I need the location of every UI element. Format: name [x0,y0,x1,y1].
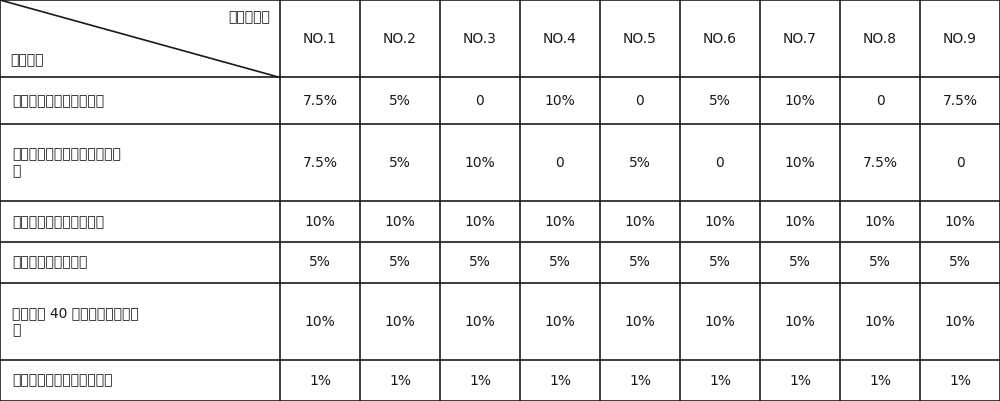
Text: 1%: 1% [469,374,491,388]
Text: 10%: 10% [465,215,495,229]
Text: 1%: 1% [549,374,571,388]
Text: 1%: 1% [869,374,891,388]
Text: 1%: 1% [309,374,331,388]
Text: 右旋糖酐 40 氯化钠溶液体积分
数: 右旋糖酐 40 氯化钠溶液体积分 数 [12,306,139,337]
Text: 0: 0 [556,156,564,170]
Text: 10%: 10% [545,314,575,328]
Text: 10%: 10% [305,215,335,229]
Text: NO.9: NO.9 [943,32,977,46]
Text: 7.5%: 7.5% [943,94,978,108]
Text: 10%: 10% [625,215,655,229]
Text: 1%: 1% [949,374,971,388]
Text: 0: 0 [716,156,724,170]
Text: 人血白蛋白溶液体积分数: 人血白蛋白溶液体积分数 [12,215,104,229]
Text: 10%: 10% [785,215,815,229]
Text: 10%: 10% [385,314,415,328]
Text: 0: 0 [876,94,884,108]
Text: 5%: 5% [629,156,651,170]
Text: 10%: 10% [545,215,575,229]
Text: 10%: 10% [385,215,415,229]
Text: NO.1: NO.1 [303,32,337,46]
Text: 10%: 10% [705,215,735,229]
Text: 冻存液编号: 冻存液编号 [228,10,270,24]
Text: 10%: 10% [785,94,815,108]
Text: 5%: 5% [389,255,411,269]
Text: 1%: 1% [709,374,731,388]
Text: 5%: 5% [709,255,731,269]
Text: 10%: 10% [465,156,495,170]
Text: 非必须氨基酸溶液体积分数: 非必须氨基酸溶液体积分数 [12,374,112,388]
Text: 5%: 5% [869,255,891,269]
Text: 0: 0 [476,94,484,108]
Text: 1%: 1% [389,374,411,388]
Text: NO.7: NO.7 [783,32,817,46]
Text: 1%: 1% [789,374,811,388]
Text: 10%: 10% [865,215,895,229]
Text: 5%: 5% [789,255,811,269]
Text: 7.5%: 7.5% [302,156,338,170]
Text: 10%: 10% [945,314,975,328]
Text: 5%: 5% [309,255,331,269]
Text: 10%: 10% [705,314,735,328]
Text: 0: 0 [956,156,964,170]
Text: 5%: 5% [949,255,971,269]
Text: 5%: 5% [549,255,571,269]
Text: 5%: 5% [389,156,411,170]
Text: 10%: 10% [945,215,975,229]
Text: 7.5%: 7.5% [863,156,898,170]
Text: NO.4: NO.4 [543,32,577,46]
Text: 1%: 1% [629,374,651,388]
Text: NO.5: NO.5 [623,32,657,46]
Text: 10%: 10% [305,314,335,328]
Text: 10%: 10% [465,314,495,328]
Text: 溶液组成: 溶液组成 [10,53,44,67]
Text: NO.3: NO.3 [463,32,497,46]
Text: 7.5%: 7.5% [302,94,338,108]
Text: 10%: 10% [865,314,895,328]
Text: NO.2: NO.2 [383,32,417,46]
Text: 羟乙基淀粉氯化钠溶液体积分
数: 羟乙基淀粉氯化钠溶液体积分 数 [12,147,121,178]
Text: NO.8: NO.8 [863,32,897,46]
Text: 10%: 10% [545,94,575,108]
Text: 葡萄糖溶液体积分数: 葡萄糖溶液体积分数 [12,255,87,269]
Text: 5%: 5% [469,255,491,269]
Text: 10%: 10% [625,314,655,328]
Text: NO.6: NO.6 [703,32,737,46]
Text: 5%: 5% [709,94,731,108]
Text: 5%: 5% [389,94,411,108]
Text: 10%: 10% [785,156,815,170]
Text: 10%: 10% [785,314,815,328]
Text: 二甲基亚砜溶液体积分数: 二甲基亚砜溶液体积分数 [12,94,104,108]
Text: 5%: 5% [629,255,651,269]
Text: 0: 0 [636,94,644,108]
